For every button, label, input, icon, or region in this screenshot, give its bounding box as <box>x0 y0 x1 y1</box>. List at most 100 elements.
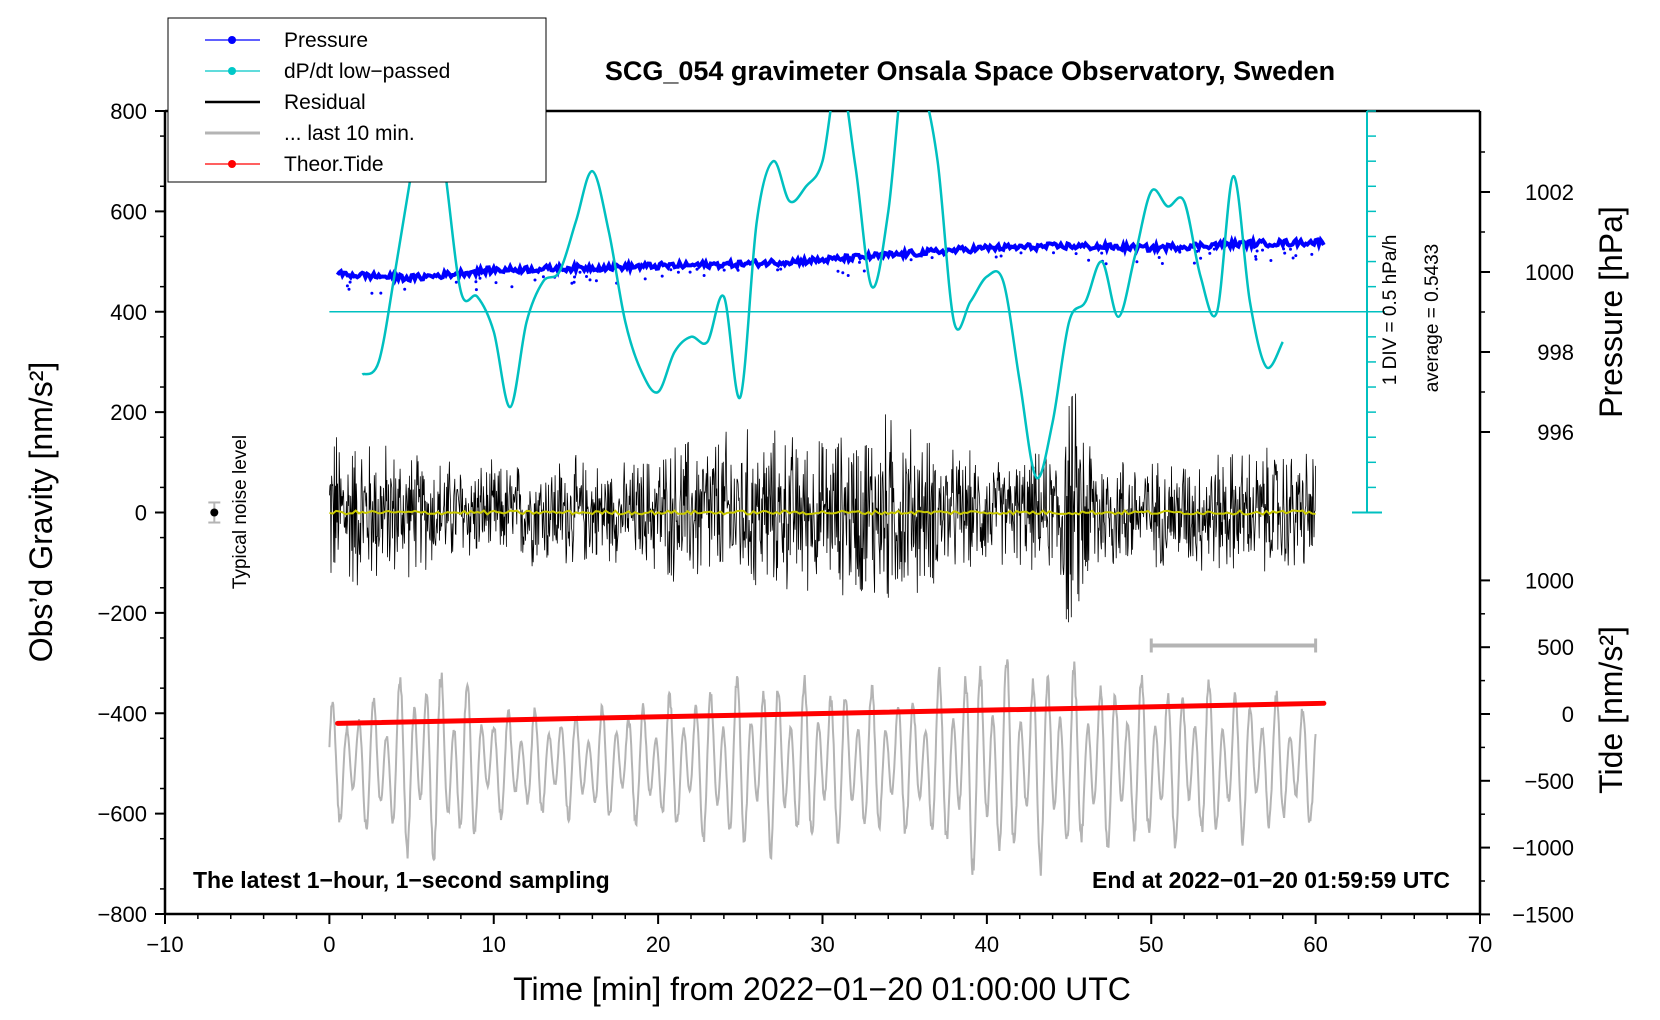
dpdt-average-label: average = 0.5433 <box>1422 244 1443 392</box>
legend-label: dP/dt low−passed <box>284 60 450 83</box>
legend-label: Pressure <box>284 29 368 52</box>
x-tick-label: −10 <box>146 932 183 957</box>
pressure-point <box>1283 251 1287 255</box>
legend: Pressure dP/dt low−passed Residual ... last… <box>167 17 547 183</box>
y-tick-label: 800 <box>110 99 147 124</box>
dpdt-scale-label: 1 DIV = 0.5 hPa/h <box>1380 235 1401 386</box>
pressure-point <box>1135 260 1139 264</box>
pressure-tick-label: 1002 <box>1525 180 1574 205</box>
tide-tick-label: −1000 <box>1512 836 1574 861</box>
pressure-point <box>478 276 482 280</box>
pressure-point <box>669 268 673 272</box>
note-right: End at 2022−01−20 01:59:59 UTC <box>1092 867 1450 893</box>
pressure-point <box>345 284 349 288</box>
pressure-tick-label: 998 <box>1537 340 1574 365</box>
pressure-point <box>695 267 699 271</box>
y-tick-label: −600 <box>97 802 147 827</box>
pressure-tick-label: 1000 <box>1525 260 1574 285</box>
pressure-point <box>841 271 845 275</box>
pressure-point <box>570 281 574 285</box>
pressure-point <box>779 267 783 271</box>
pressure-point <box>1052 251 1055 255</box>
tide-line <box>335 700 1327 726</box>
dpdt-series <box>361 111 1284 480</box>
pressure-point <box>688 270 692 274</box>
pressure-point <box>999 254 1003 258</box>
pressure-point <box>370 291 374 295</box>
y-tick-label: −800 <box>97 902 147 927</box>
x-tick-label: 50 <box>1139 932 1163 957</box>
pressure-point <box>541 275 545 279</box>
last-10-min-bar <box>1149 638 1318 653</box>
pressure-point <box>1310 252 1314 256</box>
pressure-point <box>1291 256 1295 260</box>
pressure-point <box>660 274 664 278</box>
pressure-point <box>454 280 458 284</box>
dpdt-line <box>361 111 1284 480</box>
legend-label: Theor.Tide <box>284 153 384 176</box>
x-tick-label: 70 <box>1468 932 1492 957</box>
chart-title: SCG_054 gravimeter Onsala Space Observat… <box>605 56 1335 86</box>
noise-level-label: Typical noise level <box>230 435 251 589</box>
residual-series <box>329 393 1316 623</box>
pressure-point <box>909 258 913 262</box>
legend-box <box>167 17 547 183</box>
pressure-point <box>846 274 850 277</box>
pressure-point <box>1294 254 1298 258</box>
pressure-point <box>533 278 537 282</box>
x-tick-label: 0 <box>323 932 335 957</box>
pressure-series <box>335 233 1326 295</box>
pressure-point <box>1199 256 1203 260</box>
tide-tick-label: 500 <box>1537 635 1574 660</box>
pressure-point <box>994 255 998 259</box>
x-tick-label: 60 <box>1303 932 1327 957</box>
pressure-point <box>1261 248 1264 252</box>
x-axis-label: Time [min] from 2022−01−20 01:00:00 UTC <box>513 971 1131 1007</box>
y-axis-left-label: Obs’d Gravity [nm/s²] <box>23 362 59 663</box>
tide-tick-label: −1500 <box>1512 902 1574 927</box>
pressure-point <box>1282 247 1286 251</box>
pressure-point <box>347 287 351 291</box>
pressure-axis-ticks: 1002 1000 998 996 <box>1480 151 1574 445</box>
pressure-point <box>1087 258 1091 262</box>
pressure-point <box>858 260 861 264</box>
pressure-point <box>676 270 680 274</box>
tide-tick-label: 1000 <box>1525 568 1574 593</box>
tide-tick-label: 0 <box>1562 702 1574 727</box>
tide-axis-label: Tide [nm/s²] <box>1593 626 1629 794</box>
y-tick-label: 600 <box>110 199 147 224</box>
legend-marker <box>228 160 236 168</box>
legend-label: ... last 10 min. <box>284 122 415 145</box>
x-axis-ticks: −10 0 10 20 30 40 50 60 70 <box>146 914 1492 957</box>
pressure-point <box>1208 251 1212 255</box>
pressure-tick-label: 996 <box>1537 420 1574 445</box>
theoretical-tide-series <box>335 700 1327 726</box>
y-tick-label: −200 <box>97 601 147 626</box>
x-tick-label: 30 <box>810 932 834 957</box>
last-10-min-line <box>328 659 1317 876</box>
pressure-point <box>836 269 840 273</box>
pressure-point <box>594 279 598 283</box>
pressure-point <box>510 285 514 289</box>
pressure-point <box>776 268 780 272</box>
pressure-point <box>736 268 740 272</box>
pressure-point <box>474 288 478 292</box>
legend-marker <box>228 67 236 75</box>
noise-point <box>210 508 219 517</box>
pressure-point <box>930 256 934 260</box>
pressure-point <box>494 281 498 285</box>
y-axis-left-ticks: 800 600 400 200 0 −200 −400 −600 −800 <box>97 99 165 927</box>
pressure-point <box>1104 262 1108 266</box>
pressure-axis-label: Pressure [hPa] <box>1593 206 1629 418</box>
pressure-point <box>1192 261 1196 265</box>
pressure-point <box>1019 251 1023 255</box>
pressure-point <box>643 277 647 281</box>
pressure-point <box>862 269 866 273</box>
y-tick-label: 0 <box>135 501 147 526</box>
tide-axis-ticks: 1000 500 0 −500 −1000 −1500 <box>1480 568 1574 927</box>
pressure-point <box>588 278 592 282</box>
pressure-point <box>1160 262 1164 265</box>
dpdt-scale-axis <box>1352 110 1382 514</box>
pressure-point <box>1212 247 1216 251</box>
